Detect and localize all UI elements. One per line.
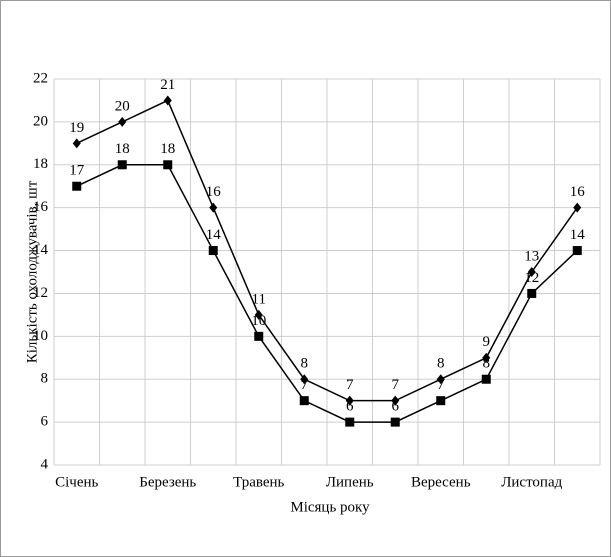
data-label: 14 xyxy=(206,227,222,243)
data-label: 7 xyxy=(437,377,445,393)
marker xyxy=(209,202,218,213)
x-tick-label: Березень xyxy=(139,474,196,490)
data-label: 9 xyxy=(483,334,491,350)
marker xyxy=(72,181,82,191)
x-tick-label: Липень xyxy=(326,474,374,490)
data-label: 6 xyxy=(392,399,400,415)
marker xyxy=(572,246,582,256)
y-tick-label: 8 xyxy=(41,371,49,387)
marker xyxy=(482,352,491,363)
data-label: 17 xyxy=(69,163,85,179)
marker xyxy=(345,417,355,427)
marker xyxy=(117,160,127,170)
marker xyxy=(163,95,172,106)
marker xyxy=(345,395,354,406)
marker xyxy=(436,374,445,385)
data-label: 7 xyxy=(392,377,400,393)
data-label: 10 xyxy=(251,313,266,329)
x-tick-label: Вересень xyxy=(411,474,471,490)
marker xyxy=(254,331,264,341)
data-label: 18 xyxy=(160,141,175,157)
data-label: 12 xyxy=(524,270,539,286)
data-label: 21 xyxy=(160,77,175,93)
data-label: 14 xyxy=(570,227,586,243)
marker xyxy=(527,267,536,277)
y-tick-label: 18 xyxy=(33,156,48,172)
y-tick-label: 20 xyxy=(33,113,48,129)
data-label: 18 xyxy=(115,141,130,157)
y-tick-label: 22 xyxy=(33,70,48,86)
data-label: 11 xyxy=(252,291,266,307)
data-label: 8 xyxy=(437,356,445,372)
data-label: 13 xyxy=(524,248,539,264)
x-tick-label: Листопад xyxy=(501,474,562,490)
marker xyxy=(163,160,173,170)
x-tick-label: Січень xyxy=(55,474,98,490)
data-label: 8 xyxy=(301,356,309,372)
y-tick-label: 14 xyxy=(33,242,49,258)
marker xyxy=(390,417,400,427)
y-tick-label: 10 xyxy=(33,328,48,344)
data-label: 16 xyxy=(206,184,222,200)
marker xyxy=(527,288,537,298)
marker xyxy=(573,202,582,213)
marker xyxy=(300,374,309,385)
data-label: 7 xyxy=(301,377,309,393)
data-label: 19 xyxy=(69,120,84,136)
marker xyxy=(118,116,127,127)
marker xyxy=(254,309,263,320)
marker xyxy=(208,246,218,256)
series-line xyxy=(76,164,578,423)
marker xyxy=(436,396,446,406)
y-tick-label: 12 xyxy=(33,285,48,301)
series-line xyxy=(76,99,578,402)
marker xyxy=(299,396,309,406)
y-tick-label: 4 xyxy=(41,456,49,472)
y-tick-label: 16 xyxy=(33,199,49,215)
marker xyxy=(481,374,491,384)
data-label: 7 xyxy=(346,377,354,393)
marker xyxy=(391,395,400,406)
x-axis-title: Місяць року xyxy=(290,499,370,515)
x-tick-label: Травень xyxy=(233,474,284,490)
data-label: 20 xyxy=(115,98,130,114)
marker xyxy=(72,138,81,149)
data-label: 16 xyxy=(570,184,586,200)
data-label: 8 xyxy=(483,356,491,372)
y-axis-title: Кількість охолоджувачів, шт xyxy=(24,180,40,363)
data-label: 6 xyxy=(346,399,354,415)
y-tick-label: 6 xyxy=(41,414,49,430)
